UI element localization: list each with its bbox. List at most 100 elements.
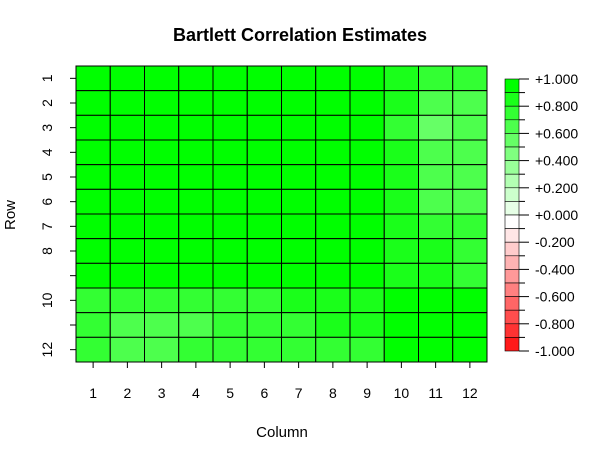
heatmap-cell-r5-c8 [315,164,351,190]
heatmap-cell-r5-c9 [349,164,385,190]
heatmap-cell-r3-c11 [418,114,454,141]
x-tick-label: 11 [428,385,443,401]
heatmap-cell-r4-c7 [281,139,317,166]
heatmap-cell-r12-c10 [383,336,419,363]
heatmap-cell-r12-c12 [452,336,488,363]
legend-label: +0.200 [535,180,578,196]
y-tick-label: 6 [39,198,55,206]
x-tick-label: 12 [462,385,478,401]
heatmap-cell-r12-c7 [281,336,317,363]
legend-label: -0.600 [535,289,575,305]
y-tick-label: 12 [39,342,55,358]
heatmap-cell-r5-c4 [178,164,214,190]
heatmap-cell-r3-c1 [75,114,111,141]
y-tick-label: 2 [39,99,55,107]
heatmap-cell-r8-c1 [75,238,111,264]
heatmap-cell-r3-c6 [246,114,282,141]
heatmap-cell-r9-c3 [144,262,180,289]
legend-label: -1.000 [535,343,575,359]
heatmap-cell-r4-c8 [315,139,351,166]
heatmap-cell-r7-c12 [452,213,488,240]
legend-swatch [504,323,520,338]
heatmap-cell-r1-c5 [212,65,248,92]
heatmap-cells [75,65,488,363]
heatmap-cell-r10-c10 [383,287,419,314]
heatmap-cell-r2-c7 [281,90,317,116]
heatmap-cell-r10-c8 [315,287,351,314]
heatmap-cell-r11-c7 [281,312,317,338]
heatmap-cell-r7-c1 [75,213,111,240]
legend-swatch [504,119,520,134]
legend-swatch [504,337,520,352]
heatmap-cell-r8-c7 [281,238,317,264]
heatmap-cell-r2-c1 [75,90,111,116]
heatmap-cell-r10-c1 [75,287,111,314]
heatmap-cell-r7-c3 [144,213,180,240]
heatmap-cell-r2-c8 [315,90,351,116]
heatmap-cell-r3-c5 [212,114,248,141]
heatmap-cell-r10-c6 [246,287,282,314]
heatmap-cell-r3-c2 [109,114,145,141]
heatmap-cell-r1-c6 [246,65,282,92]
heatmap-cell-r7-c11 [418,213,454,240]
heatmap-cell-r8-c2 [109,238,145,264]
legend-label: -0.400 [535,261,575,277]
heatmap-cell-r12-c3 [144,336,180,363]
heatmap-cell-r2-c3 [144,90,180,116]
heatmap-cell-r10-c7 [281,287,317,314]
heatmap-cell-r8-c8 [315,238,351,264]
legend-swatch [504,228,520,243]
heatmap-cell-r12-c6 [246,336,282,363]
y-tick-label: 5 [39,173,55,181]
heatmap-cell-r11-c4 [178,312,214,338]
legend-label: +0.400 [535,153,578,169]
x-tick-label: 1 [89,385,97,401]
x-tick-label: 3 [158,385,166,401]
legend-swatch [504,78,520,93]
heatmap-cell-r8-c10 [383,238,419,264]
heatmap-cell-r8-c3 [144,238,180,264]
y-axis-label: Row [2,200,19,230]
heatmap-cell-r1-c4 [178,65,214,92]
x-tick-label: 10 [394,385,410,401]
heatmap-cell-r8-c4 [178,238,214,264]
heatmap-cell-r11-c10 [383,312,419,338]
legend-swatch [504,105,520,121]
heatmap-cell-r2-c6 [246,90,282,116]
y-tick-label: 3 [39,124,55,132]
heatmap-cell-r1-c9 [349,65,385,92]
chart-title: Bartlett Correlation Estimates [173,25,427,45]
heatmap-cell-r11-c8 [315,312,351,338]
x-tick-label: 6 [260,385,268,401]
heatmap-cell-r10-c11 [418,287,454,314]
heatmap-cell-r3-c8 [315,114,351,141]
legend-label: +0.000 [535,207,578,223]
heatmap-cell-r4-c4 [178,139,214,166]
legend-swatch [504,146,520,161]
heatmap-cell-r6-c7 [281,188,317,215]
heatmap-cell-r6-c11 [418,188,454,215]
heatmap-cell-r1-c8 [315,65,351,92]
heatmap-cell-r1-c11 [418,65,454,92]
heatmap-cell-r7-c8 [315,213,351,240]
heatmap-cell-r10-c4 [178,287,214,314]
x-axis: 1 2 3 4 5 6 7 8 9 10 11 12 [89,362,478,401]
heatmap-cell-r1-c1 [75,65,111,92]
heatmap-cell-r6-c2 [109,188,145,215]
heatmap-cell-r1-c10 [383,65,419,92]
color-legend: +1.000 +0.800 +0.600 +0.400 +0.200 +0.000 -0.2… [504,71,578,359]
legend-swatch [504,269,520,284]
heatmap-cell-r8-c5 [212,238,248,264]
heatmap-cell-r6-c10 [383,188,419,215]
legend-swatch [504,133,520,148]
heatmap-cell-r9-c9 [349,262,385,289]
heatmap-cell-r4-c3 [144,139,180,166]
heatmap-cell-r5-c12 [452,164,488,190]
legend-label: +0.600 [535,125,578,141]
heatmap-cell-r5-c10 [383,164,419,190]
x-tick-label: 8 [329,385,337,401]
x-tick-label: 2 [123,385,131,401]
heatmap-cell-r9-c6 [246,262,282,289]
legend-label: +0.800 [535,98,578,114]
